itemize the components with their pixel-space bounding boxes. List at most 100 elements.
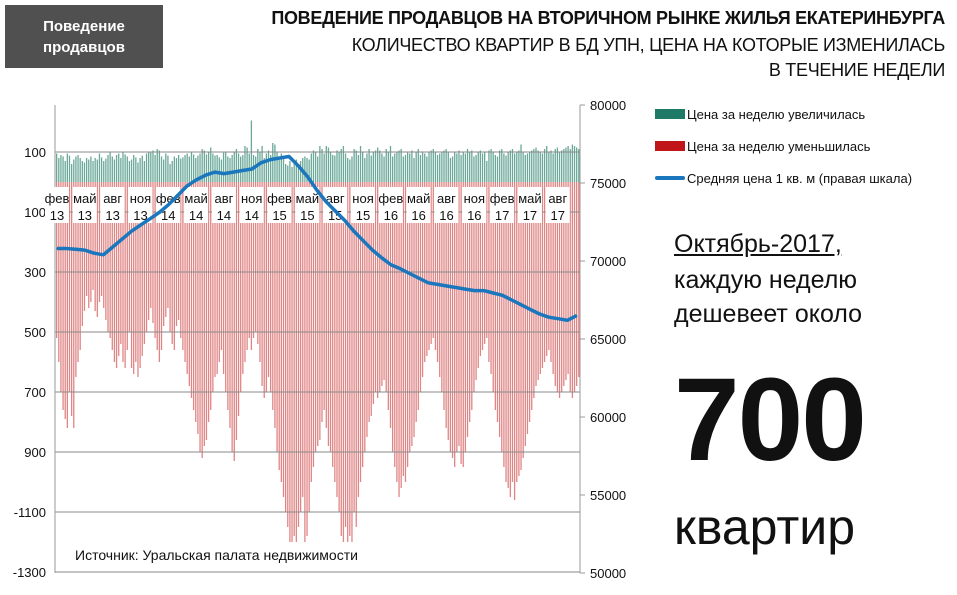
price-point bbox=[56, 247, 58, 250]
bar-increase bbox=[124, 154, 126, 182]
price-point bbox=[427, 282, 430, 284]
bar-decrease bbox=[233, 182, 235, 461]
price-point bbox=[381, 257, 383, 259]
bar-decrease bbox=[351, 182, 353, 542]
bar-increase bbox=[314, 152, 317, 182]
bar-decrease bbox=[145, 182, 148, 332]
bar-increase bbox=[400, 149, 402, 182]
bar-decrease bbox=[229, 182, 231, 428]
bar-decrease bbox=[109, 182, 111, 338]
bar-decrease bbox=[325, 182, 327, 428]
price-point bbox=[529, 308, 532, 311]
bar-increase bbox=[464, 153, 467, 182]
price-point bbox=[455, 286, 457, 289]
bar-increase bbox=[494, 155, 496, 182]
bar-decrease bbox=[237, 182, 240, 416]
bar-decrease bbox=[565, 182, 567, 380]
bar-increase bbox=[171, 161, 173, 182]
bar-decrease bbox=[454, 182, 456, 467]
bar-decrease bbox=[133, 182, 135, 374]
bar-decrease bbox=[308, 182, 310, 512]
bar-decrease bbox=[535, 182, 537, 386]
price-point bbox=[343, 219, 346, 222]
bar-increase bbox=[458, 150, 460, 182]
bar-increase bbox=[424, 153, 426, 182]
bar-decrease bbox=[212, 182, 214, 392]
bar-increase bbox=[531, 150, 533, 182]
bar-decrease bbox=[98, 182, 101, 302]
bar-increase bbox=[287, 165, 289, 182]
bar-decrease bbox=[246, 182, 248, 350]
bar-increase bbox=[150, 152, 152, 182]
price-point bbox=[84, 249, 86, 251]
bar-decrease bbox=[332, 182, 334, 467]
price-point bbox=[520, 303, 522, 306]
bar-increase bbox=[430, 150, 432, 182]
bar-decrease bbox=[203, 182, 205, 446]
price-point bbox=[204, 174, 207, 176]
bar-decrease bbox=[503, 182, 505, 467]
x-tick-year: 13 bbox=[78, 208, 92, 223]
bar-increase bbox=[505, 155, 507, 182]
bar-decrease bbox=[137, 182, 139, 377]
bar-decrease bbox=[68, 182, 71, 392]
bar-increase bbox=[68, 155, 71, 182]
bar-decrease bbox=[120, 182, 122, 344]
bar-decrease bbox=[475, 182, 477, 380]
right-tick-label: 55000 bbox=[590, 488, 626, 503]
bar-increase bbox=[103, 161, 105, 182]
bar-increase bbox=[391, 156, 394, 182]
bar-increase bbox=[357, 155, 360, 182]
bar-increase bbox=[244, 146, 246, 182]
bar-increase bbox=[94, 158, 96, 182]
x-tick-month: май bbox=[296, 191, 319, 206]
legend-item-increase: Цена за неделю увеличилась bbox=[655, 106, 912, 122]
price-point bbox=[251, 168, 253, 170]
bar-increase bbox=[415, 152, 417, 182]
bar-increase bbox=[188, 156, 190, 182]
bar-increase bbox=[64, 161, 66, 182]
bar-increase bbox=[336, 150, 338, 182]
bar-increase bbox=[421, 152, 424, 182]
left-tick-label: 700 bbox=[24, 385, 46, 400]
bar-decrease bbox=[143, 182, 146, 344]
bar-decrease bbox=[257, 182, 259, 344]
price-point bbox=[213, 171, 216, 173]
bar-increase bbox=[141, 155, 143, 182]
x-tick-year: 16 bbox=[411, 208, 425, 223]
bar-decrease bbox=[100, 182, 103, 296]
x-tick-month: ноя bbox=[130, 191, 151, 206]
legend-item-price: Средняя цена 1 кв. м (правая шкала) bbox=[655, 170, 912, 186]
x-tick-box bbox=[267, 187, 292, 223]
bar-increase bbox=[197, 155, 199, 182]
left-tick-label: 900 bbox=[24, 445, 46, 460]
bar-decrease bbox=[154, 182, 156, 338]
bar-increase bbox=[541, 153, 544, 182]
legend-label-increase: Цена за неделю увеличилась bbox=[687, 106, 866, 122]
price-point bbox=[473, 289, 476, 292]
price-point bbox=[111, 246, 114, 248]
bar-decrease bbox=[391, 182, 394, 452]
x-tick-month: ноя bbox=[464, 191, 485, 206]
price-point bbox=[445, 285, 448, 287]
bar-increase bbox=[417, 149, 419, 182]
bar-increase bbox=[366, 153, 368, 182]
bar-decrease bbox=[321, 182, 323, 422]
bar-increase bbox=[477, 152, 479, 182]
price-point bbox=[464, 288, 467, 290]
bar-increase bbox=[90, 156, 92, 182]
left-tick-label: 300 bbox=[24, 265, 46, 280]
bar-decrease bbox=[336, 182, 338, 497]
x-tick-box bbox=[128, 187, 153, 223]
bar-decrease bbox=[417, 182, 419, 410]
bar-increase bbox=[511, 149, 514, 182]
bar-increase bbox=[535, 147, 537, 182]
bar-increase bbox=[456, 153, 458, 182]
price-point bbox=[65, 247, 68, 250]
bar-decrease bbox=[293, 182, 295, 536]
bar-increase bbox=[543, 149, 546, 182]
bar-decrease bbox=[387, 182, 389, 410]
bar-decrease bbox=[383, 182, 385, 380]
